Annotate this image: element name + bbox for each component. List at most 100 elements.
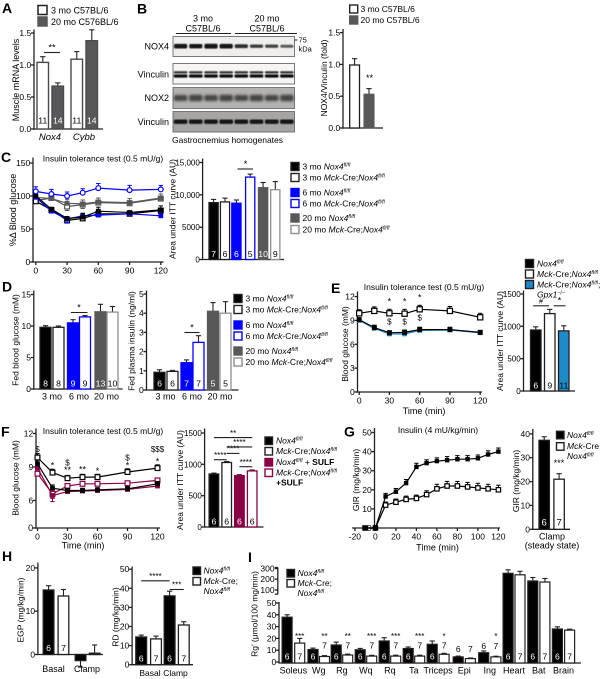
svg-text:*: * bbox=[418, 292, 422, 302]
svg-text:$: $ bbox=[125, 454, 130, 463]
svg-text:0: 0 bbox=[350, 387, 355, 397]
svg-text:7: 7 bbox=[567, 652, 572, 662]
svg-text:6: 6 bbox=[28, 496, 33, 506]
svg-text:7: 7 bbox=[184, 379, 189, 389]
svg-text:NOX2: NOX2 bbox=[144, 93, 169, 103]
svg-text:15,000: 15,000 bbox=[175, 159, 200, 168]
svg-text:Gastrocnemius homogenates: Gastrocnemius homogenates bbox=[172, 135, 283, 145]
svg-text:3 mo Nox4fl/fl​: 3 mo Nox4fl/fl​ bbox=[246, 294, 295, 304]
svg-text:20 mo Mck-Cre;Nox4fl/fl​: 20 mo Mck-Cre;Nox4fl/fl​ bbox=[303, 225, 391, 235]
svg-text:7: 7 bbox=[518, 652, 523, 662]
svg-text:12: 12 bbox=[345, 292, 355, 302]
svg-text:30: 30 bbox=[62, 266, 72, 276]
svg-text:1.5: 1.5 bbox=[19, 28, 31, 38]
svg-text:Mck-Cre;Nox4fl/fl​: Mck-Cre;Nox4fl/fl​ bbox=[276, 468, 338, 478]
svg-text:150: 150 bbox=[16, 158, 30, 168]
svg-text:20 mo Nox4fl/fl​: 20 mo Nox4fl/fl​ bbox=[246, 346, 299, 356]
svg-text:7: 7 bbox=[417, 641, 422, 651]
svg-text:0: 0 bbox=[516, 387, 521, 396]
svg-text:H: H bbox=[2, 548, 12, 564]
svg-text:20: 20 bbox=[267, 633, 277, 643]
svg-text:*: * bbox=[96, 466, 100, 476]
svg-text:7: 7 bbox=[556, 518, 561, 529]
svg-text:6 mo: 6 mo bbox=[69, 392, 89, 402]
svg-text:****: **** bbox=[227, 445, 239, 454]
svg-text:5: 5 bbox=[139, 289, 144, 299]
svg-text:90: 90 bbox=[125, 266, 135, 276]
svg-text:Blood glucose (mM): Blood glucose (mM) bbox=[11, 440, 21, 516]
svg-text:50: 50 bbox=[362, 428, 372, 438]
svg-text:*: * bbox=[190, 323, 194, 333]
svg-text:120: 120 bbox=[473, 396, 487, 406]
svg-text:Insulin tolerance test (0.5 mU: Insulin tolerance test (0.5 mU/g) bbox=[43, 154, 164, 164]
svg-text:D: D bbox=[2, 279, 12, 295]
svg-text:100: 100 bbox=[471, 532, 485, 542]
svg-text:7: 7 bbox=[61, 643, 66, 653]
svg-text:Bat: Bat bbox=[532, 666, 546, 676]
svg-text:9: 9 bbox=[28, 462, 33, 472]
svg-text:Blood glucose (mM): Blood glucose (mM) bbox=[340, 306, 350, 382]
svg-text:10,000: 10,000 bbox=[175, 191, 200, 200]
svg-text:100: 100 bbox=[260, 585, 274, 595]
svg-text:**: ** bbox=[64, 465, 72, 475]
svg-text:Nox4fl/fl​ + SULF: Nox4fl/fl​ + SULF bbox=[276, 457, 334, 467]
svg-text:40: 40 bbox=[412, 532, 422, 542]
svg-text:6 mo: 6 mo bbox=[182, 392, 202, 402]
svg-text:8: 8 bbox=[43, 379, 48, 389]
svg-text:10: 10 bbox=[120, 641, 130, 651]
svg-text:80: 80 bbox=[453, 532, 463, 542]
svg-text:Nox4fl/fl​: Nox4fl/fl​ bbox=[204, 566, 231, 576]
svg-text:90: 90 bbox=[445, 396, 455, 406]
svg-text:7: 7 bbox=[442, 641, 447, 651]
svg-text:9: 9 bbox=[547, 381, 552, 391]
svg-text:**: ** bbox=[321, 632, 327, 641]
svg-text:0: 0 bbox=[30, 650, 35, 660]
svg-text:#: # bbox=[539, 297, 544, 306]
svg-text:9: 9 bbox=[273, 249, 278, 259]
svg-text:0: 0 bbox=[35, 532, 40, 542]
svg-text:Insulin tolerance test (0.5 mU: Insulin tolerance test (0.5 mU/g) bbox=[364, 282, 485, 292]
svg-text:****: **** bbox=[214, 451, 226, 460]
svg-text:Mck-Cre;Nox4fl/fl​;: Mck-Cre;Nox4fl/fl​; bbox=[537, 280, 600, 290]
svg-text:20 mo C57BL/6: 20 mo C57BL/6 bbox=[361, 15, 420, 25]
svg-text:****: **** bbox=[240, 458, 252, 467]
svg-text:5: 5 bbox=[248, 249, 253, 259]
svg-text:Triceps: Triceps bbox=[424, 666, 454, 676]
svg-text:90: 90 bbox=[123, 532, 133, 542]
svg-text:1: 1 bbox=[139, 366, 144, 376]
svg-text:20 mo Mck-Cre;Nox4fl/fl​: 20 mo Mck-Cre;Nox4fl/fl​ bbox=[246, 357, 334, 367]
svg-text:6: 6 bbox=[311, 652, 316, 662]
svg-text:***: *** bbox=[172, 581, 181, 590]
svg-text:20 mo: 20 mo bbox=[94, 392, 119, 402]
svg-text:*: * bbox=[126, 461, 130, 471]
svg-text:7: 7 bbox=[369, 641, 374, 651]
svg-text:6: 6 bbox=[456, 644, 461, 654]
svg-text:0: 0 bbox=[28, 523, 33, 533]
svg-text:3: 3 bbox=[139, 327, 144, 337]
svg-text:11: 11 bbox=[72, 116, 81, 126]
svg-text:Ing: Ing bbox=[484, 666, 497, 676]
svg-text:C57BL/6: C57BL/6 bbox=[249, 24, 284, 34]
svg-text:Basal: Basal bbox=[139, 668, 160, 678]
svg-text:EGP (mg/kg/min): EGP (mg/kg/min) bbox=[16, 577, 26, 642]
svg-text:C: C bbox=[1, 149, 11, 165]
svg-text:30: 30 bbox=[362, 466, 372, 476]
svg-text:Time (min): Time (min) bbox=[403, 406, 446, 416]
svg-text:5: 5 bbox=[26, 353, 31, 363]
svg-text:40: 40 bbox=[362, 447, 372, 457]
svg-text:1.0: 1.0 bbox=[328, 59, 340, 69]
svg-text:60: 60 bbox=[93, 532, 103, 542]
svg-text:30: 30 bbox=[385, 396, 395, 406]
svg-text:Fed blood glucose (mM): Fed blood glucose (mM) bbox=[11, 294, 21, 386]
svg-text:**: ** bbox=[48, 43, 56, 53]
svg-text:6: 6 bbox=[530, 652, 535, 662]
svg-text:$: $ bbox=[387, 317, 392, 326]
svg-text:1500: 1500 bbox=[503, 290, 521, 299]
svg-text:NOX4/Vinculin (fold): NOX4/Vinculin (fold) bbox=[319, 39, 329, 116]
svg-text:6: 6 bbox=[167, 654, 172, 664]
svg-text:0: 0 bbox=[125, 660, 130, 670]
svg-text:A: A bbox=[2, 0, 12, 16]
svg-text:Vinculin: Vinculin bbox=[138, 70, 169, 80]
svg-text:F: F bbox=[1, 424, 10, 440]
svg-text:Wg: Wg bbox=[312, 666, 326, 676]
